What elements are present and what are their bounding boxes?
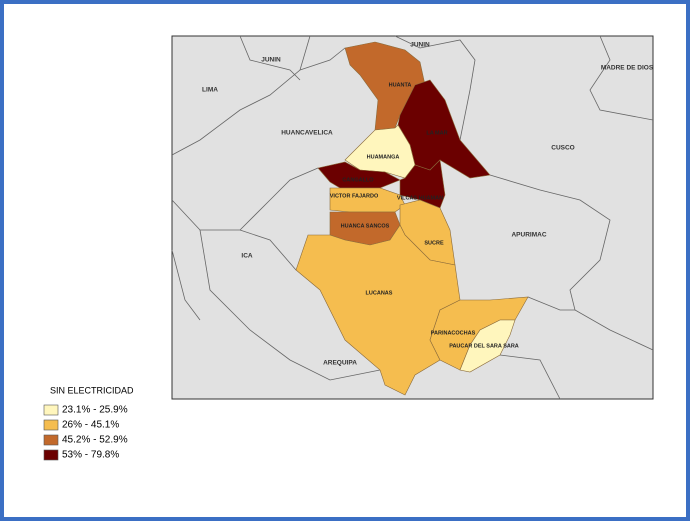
legend-swatch xyxy=(43,434,59,446)
province-label: SUCRE xyxy=(424,240,444,246)
province-label: PAUCAR DEL SARA SARA xyxy=(449,343,519,349)
legend-label: 26% - 45.1% xyxy=(62,420,119,431)
region-label: LIMA xyxy=(202,87,218,94)
province-label: HUAMANGA xyxy=(367,154,400,160)
legend-swatch xyxy=(43,449,59,461)
province-label: CANGALLO xyxy=(342,177,374,183)
legend-label: 45.2% - 52.9% xyxy=(62,435,128,446)
region-label: APURIMAC xyxy=(511,232,546,239)
region-label: AREQUIPA xyxy=(323,360,357,367)
province-label: VICTOR FAJARDO xyxy=(330,193,379,199)
province-label: HUANCA SANCOS xyxy=(341,223,390,229)
province-label: HUANTA xyxy=(389,82,412,88)
province-label: VILCAS HUAMAN xyxy=(397,195,443,201)
province-area xyxy=(399,159,446,209)
legend-title: SIN ELECTRICIDAD xyxy=(50,385,134,395)
region-label: MADRE DE DIOS xyxy=(601,65,654,72)
region-label: JUNIN xyxy=(410,42,430,49)
legend-swatch xyxy=(43,404,59,416)
region-label: HUANCAVELICA xyxy=(281,130,333,137)
legend-label: 53% - 79.8% xyxy=(62,450,119,461)
province-area xyxy=(459,319,516,373)
legend-swatch xyxy=(43,419,59,431)
region-label: CUSCO xyxy=(551,145,574,152)
legend-label: 23.1% - 25.9% xyxy=(62,405,128,416)
region-label: ICA xyxy=(241,253,253,260)
province-label: LUCANAS xyxy=(366,290,393,296)
region-label: JUNIN xyxy=(261,57,281,64)
province-label: LA MAR xyxy=(426,130,447,136)
neighbor-borders xyxy=(171,35,654,400)
province-label: PARINACOCHAS xyxy=(431,330,476,336)
